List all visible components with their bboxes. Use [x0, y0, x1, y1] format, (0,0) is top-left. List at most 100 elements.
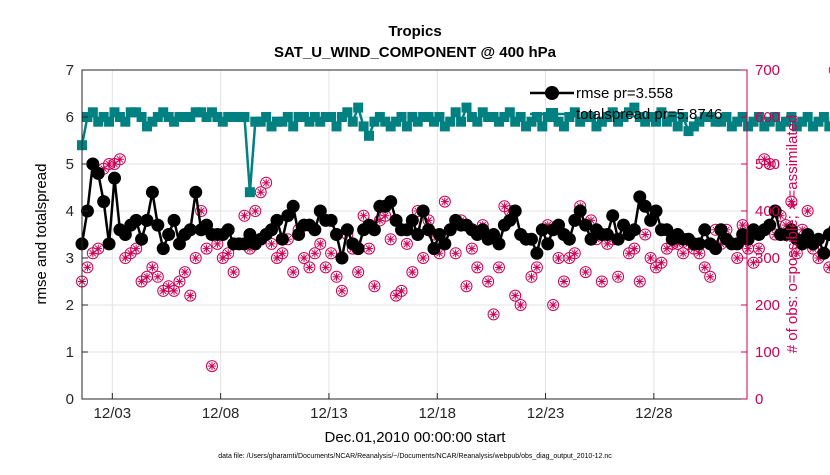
totalspread-point — [353, 103, 363, 113]
obs-count-point — [634, 276, 645, 287]
totalspread-point — [104, 117, 114, 127]
totalspread-point — [261, 112, 271, 122]
y-tick-left-label: 0 — [66, 391, 74, 408]
totalspread-point — [364, 131, 374, 141]
obs-count-point — [152, 271, 163, 282]
y-tick-right-label: 200 — [755, 297, 780, 314]
totalspread-point — [451, 107, 461, 117]
rmse-point — [308, 223, 321, 236]
rmse-point — [606, 209, 619, 222]
data-file-footnote: data file: /Users/gharamti/Documents/NCA… — [218, 453, 612, 460]
x-axis-label: Dec.01,2010 00:00:00 start — [325, 429, 507, 446]
obs-count-point — [483, 276, 494, 287]
rmse-point — [108, 172, 121, 185]
obs-count-point — [228, 267, 239, 278]
obs-count-point — [331, 271, 342, 282]
totalspread-point — [288, 121, 298, 131]
y-tick-left-label: 7 — [66, 62, 74, 79]
y-tick-right-label: 300 — [755, 250, 780, 267]
y-tick-left-label: 2 — [66, 297, 74, 314]
rmse-point — [189, 186, 202, 199]
x-tick-label: 12/08 — [202, 405, 240, 422]
rmse-point — [287, 200, 300, 213]
obs-count-point — [418, 253, 429, 264]
totalspread-point — [245, 187, 255, 197]
rmse-point — [698, 223, 711, 236]
obs-count-point — [185, 290, 196, 301]
rmse-point — [709, 242, 722, 255]
obs-count-point — [93, 243, 104, 254]
x-tick-label: 12/28 — [635, 405, 673, 422]
y-axis-label-right: # of obs: o=possible; ∗=assimilated — [784, 115, 801, 354]
rmse-point — [276, 233, 289, 246]
y-tick-right-label: 0 — [755, 391, 763, 408]
rmse-point — [92, 167, 105, 180]
x-tick-label: 12/13 — [310, 405, 348, 422]
rmse-point — [168, 214, 181, 227]
totalspread-point — [402, 121, 412, 131]
x-tick-label: 12/03 — [94, 405, 132, 422]
y-tick-right-label: 700 — [755, 62, 780, 79]
rmse-point — [563, 233, 576, 246]
totalspread-point — [359, 121, 369, 131]
rmse-point — [417, 205, 430, 218]
totalspread-point — [537, 121, 547, 131]
obs-count-point — [396, 285, 407, 296]
rmse-point — [146, 186, 159, 199]
obs-count-point — [250, 206, 261, 217]
obs-count-point — [315, 238, 326, 249]
obs-count-point — [369, 281, 380, 292]
obs-count-point — [179, 267, 190, 278]
y-tick-left-label: 5 — [66, 156, 74, 173]
obs-count-point — [326, 248, 337, 259]
rmse-point — [530, 247, 543, 260]
legend-totalspread-marker — [546, 108, 558, 120]
rmse-point — [628, 223, 641, 236]
rmse-point — [817, 247, 830, 260]
chart-title: Tropics — [388, 23, 441, 40]
rmse-point — [574, 205, 587, 218]
obs-count-point — [466, 243, 477, 254]
obs-count-point — [450, 248, 461, 259]
totalspread-point — [283, 112, 293, 122]
x-tick-label: 12/23 — [527, 405, 565, 422]
totalspread-point — [326, 112, 336, 122]
rmse-point — [525, 233, 538, 246]
totalspread-point — [397, 112, 407, 122]
obs-count-point — [439, 196, 450, 207]
legend-totalspread-label: totalspread pr=5.8746 — [576, 106, 722, 123]
rmse-point — [492, 237, 505, 250]
obs-count-point — [201, 243, 212, 254]
obs-count-point — [82, 262, 93, 273]
totalspread-point — [721, 112, 731, 122]
obs-count-point — [472, 262, 483, 273]
obs-count-point — [531, 262, 542, 273]
obs-count-point — [548, 300, 559, 311]
obs-count-point — [401, 238, 412, 249]
obs-count-point — [114, 154, 125, 165]
y-tick-right-label: 400 — [755, 203, 780, 220]
totalspread-point — [505, 107, 515, 117]
obs-count-point — [613, 271, 624, 282]
totalspread-point — [559, 121, 569, 131]
totalspread-point — [239, 112, 249, 122]
rmse-point — [763, 219, 776, 232]
obs-count-point — [336, 285, 347, 296]
obs-count-point — [569, 248, 580, 259]
totalspread-point — [332, 121, 342, 131]
obs-count-point — [288, 267, 299, 278]
totalspread-point — [434, 112, 444, 122]
totalspread-point — [472, 117, 482, 127]
obs-count-point — [385, 234, 396, 245]
totalspread-point — [137, 112, 147, 122]
obs-count-point — [353, 267, 364, 278]
y-axis-label-left: rmse and totalspread — [33, 164, 50, 305]
rmse-point — [162, 228, 175, 241]
obs-count-point — [558, 276, 569, 287]
rmse-point — [341, 223, 354, 236]
rmse-point — [151, 219, 164, 232]
rmse-point — [352, 242, 365, 255]
totalspread-point — [516, 112, 526, 122]
obs-count-point — [656, 257, 667, 268]
